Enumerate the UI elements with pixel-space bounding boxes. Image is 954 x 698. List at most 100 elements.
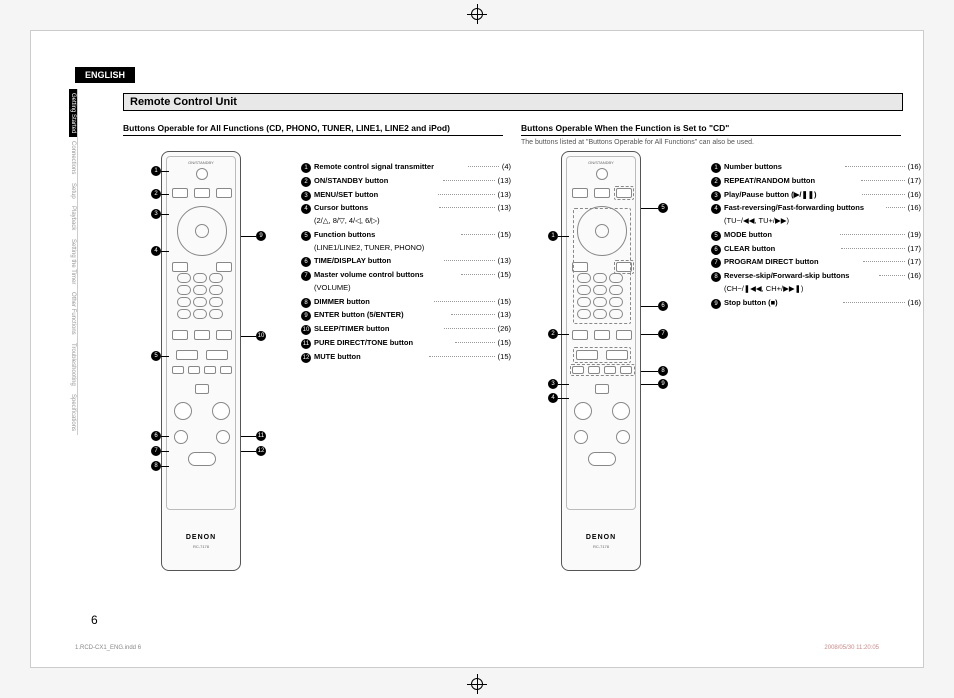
rew-button [188,366,200,374]
callout-item: 1Number buttons(16) [711,161,921,174]
dotted-leader [455,342,494,343]
func-line-button-r [572,330,588,340]
callout-page-ref: (17) [908,256,921,269]
callout-label: DIMMER button [314,296,431,309]
leader-line [241,336,256,337]
model-label-r: RC-7178 [562,544,640,549]
callout-item: 2ON/STANDBY button(13) [301,175,511,188]
callout-label: Remote control signal transmitter [314,161,465,174]
disc-open-button [194,188,210,198]
time-display-button [174,402,192,420]
skip-row-highlight [570,364,635,376]
leader-number-icon: 8 [658,366,668,376]
callout-item: 9ENTER button (5/ENTER)(13) [301,309,511,322]
dpad [177,206,227,256]
callout-page-ref: (15) [498,229,511,242]
callout-item: 11PURE DIRECT/TONE button(15) [301,337,511,350]
side-tab: Other Functions [69,288,78,339]
callout-page-ref: (16) [908,161,921,174]
leader-number-icon: 9 [256,231,266,241]
on-standby-label-r: ON/STANDBY [562,160,640,165]
right-column-note: The buttons listed at "Buttons Operable … [521,139,754,146]
callout-page-ref: (13) [498,255,511,268]
leader-number-icon: 4 [151,246,161,256]
callout-item: 8Reverse-skip/Forward-skip buttons(CH−/❚… [711,270,921,296]
func-phono-button [216,330,232,340]
dotted-leader [879,275,905,276]
volume-rocker-r [588,452,616,466]
callout-number-icon: 2 [711,177,721,187]
leader-line [241,436,256,437]
leader-number-icon: 12 [256,446,266,456]
callout-label: CLEAR button [724,243,838,256]
numpad [176,272,228,320]
play-pause-button [176,350,198,360]
side-tab: Setup [69,179,78,203]
on-standby-label: ON/STANDBY [162,160,240,165]
callout-item: 2REPEAT/RANDOM button(17) [711,175,921,188]
time-display-button-r [574,402,592,420]
callout-number-icon: 9 [711,299,721,309]
clear-highlight [614,260,634,274]
mute-button-r [616,430,630,444]
dimmer-button-r [574,430,588,444]
callout-page-ref: (16) [908,202,921,215]
leader-number-icon: 10 [256,331,266,341]
callout-label: SLEEP/TIMER button [314,323,441,336]
power-button [196,168,208,180]
dotted-leader [461,234,495,235]
callout-number-icon: 4 [301,204,311,214]
crop-mark-bottom [467,674,487,694]
func-tuner-button-r [594,330,610,340]
leader-line [161,466,169,467]
callout-label: TIME/DISPLAY button [314,255,441,268]
callout-page-ref: (4) [502,161,511,174]
callout-item: 8DIMMER button(15) [301,296,511,309]
clear-button [216,262,232,272]
side-tab: Specifications [69,390,78,435]
pure-direct-button-r [612,402,630,420]
skip-back-button [172,366,184,374]
dotted-leader [444,260,494,261]
dotted-leader [840,234,905,235]
callout-page-ref: (17) [908,243,921,256]
leader-line [641,208,658,209]
ff-button [204,366,216,374]
side-tab: Getting Started [69,89,78,137]
leader-line [161,251,169,252]
callout-number-icon: 10 [301,325,311,335]
callout-label: MENU/SET button [314,189,435,202]
callout-item: 6TIME/DISPLAY button(13) [301,255,511,268]
func-tuner-button [194,330,210,340]
callout-number-icon: 11 [301,339,311,349]
right-column-heading: Buttons Operable When the Function is Se… [521,123,901,136]
crop-mark-top [467,4,487,24]
callout-number-icon: 4 [711,204,721,214]
callout-page-ref: (16) [908,189,921,202]
mute-button [216,430,230,444]
leader-line [641,334,658,335]
return-button [172,262,188,272]
page-number: 6 [91,613,98,627]
dotted-leader [861,180,904,181]
callout-label: ON/STANDBY button [314,175,440,188]
leader-line [558,236,569,237]
sdb-button-r [595,384,609,394]
menu-set-button [172,188,188,198]
dotted-leader [451,314,495,315]
side-tab: Setting the Timer [69,235,78,288]
callout-number-icon: 3 [301,191,311,201]
skip-fwd-button [220,366,232,374]
leader-number-icon: 6 [151,431,161,441]
dotted-leader [439,207,495,208]
leader-number-icon: 3 [151,209,161,219]
volume-rocker [188,452,216,466]
brand-label-r: DENON [562,534,640,541]
callout-item: 4Fast-reversing/Fast-forwarding buttons(… [711,202,921,228]
callout-item: 6CLEAR button(17) [711,243,921,256]
callout-number-icon: 3 [711,191,721,201]
leader-line [241,451,256,452]
callout-page-ref: (13) [498,309,511,322]
callout-label: Master volume control buttons(VOLUME) [314,269,458,295]
menu-set-button-r [572,188,588,198]
